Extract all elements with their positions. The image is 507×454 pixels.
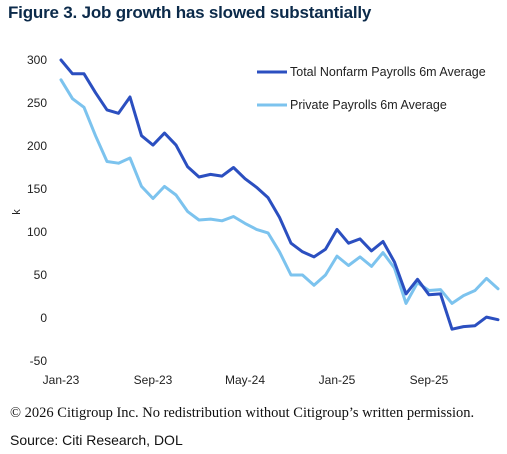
x-tick-label: Sep-25 <box>410 373 449 387</box>
y-axis-ticks: -50 0 50 100 150 200 250 300 <box>27 53 47 368</box>
x-tick-label: Jan-25 <box>319 373 356 387</box>
chart-title: Figure 3. Job growth has slowed substant… <box>8 3 372 22</box>
line-chart: -50 0 50 100 150 200 250 300 k Jan-23 Sep-23 May-… <box>11 53 500 387</box>
y-tick-label: 50 <box>34 268 48 282</box>
y-tick-label: 0 <box>40 311 47 325</box>
y-tick-label: 200 <box>27 139 47 153</box>
y-axis-label: k <box>11 209 23 215</box>
series-lines <box>59 58 500 331</box>
legend-label: Private Payrolls 6m Average <box>290 98 447 112</box>
y-tick-label: 150 <box>27 182 47 196</box>
y-tick-label: 100 <box>27 225 47 239</box>
legend: Total Nonfarm Payrolls 6m Average Private… <box>257 65 486 112</box>
x-tick-label: Sep-23 <box>134 373 173 387</box>
y-tick-label: -50 <box>30 354 48 368</box>
x-tick-label: May-24 <box>225 373 265 387</box>
x-tick-label: Jan-23 <box>43 373 80 387</box>
series-line-private-payrolls <box>59 78 500 305</box>
y-tick-label: 250 <box>27 96 47 110</box>
source-note: Source: Citi Research, DOL <box>10 432 183 448</box>
legend-label: Total Nonfarm Payrolls 6m Average <box>290 65 486 79</box>
series-line-total-nonfarm <box>59 58 500 331</box>
copyright-notice: © 2026 Citigroup Inc. No redistribution … <box>10 405 475 421</box>
x-axis-ticks: Jan-23 Sep-23 May-24 Jan-25 Sep-25 <box>43 373 449 387</box>
y-tick-label: 300 <box>27 53 47 67</box>
